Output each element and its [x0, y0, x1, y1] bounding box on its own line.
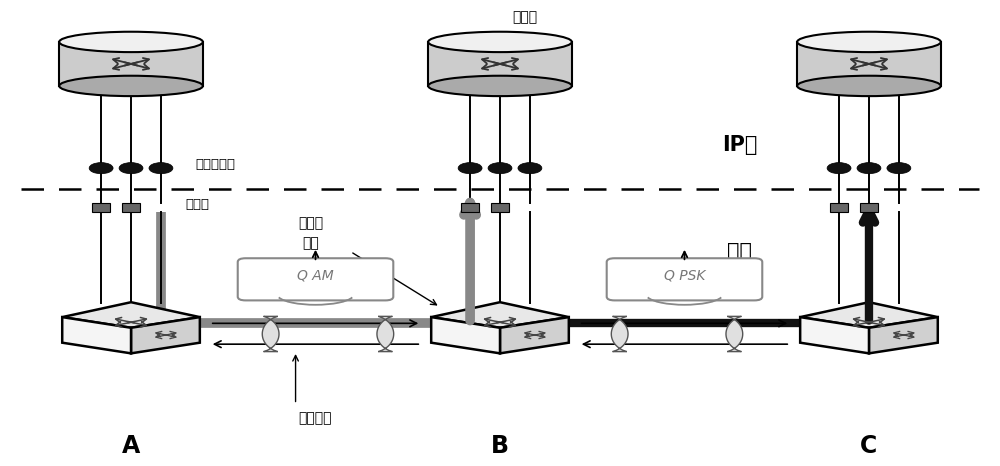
Bar: [59, 42, 203, 86]
Text: 光交叉
互连: 光交叉 互连: [298, 216, 323, 250]
Bar: [491, 203, 509, 212]
Polygon shape: [131, 317, 200, 353]
Ellipse shape: [59, 76, 203, 96]
Text: Q AM: Q AM: [297, 268, 334, 282]
Polygon shape: [62, 317, 131, 353]
Polygon shape: [869, 317, 938, 353]
Text: 光层: 光层: [727, 241, 752, 261]
Bar: [797, 42, 941, 86]
Ellipse shape: [797, 76, 941, 96]
Ellipse shape: [797, 32, 941, 52]
Text: B: B: [491, 434, 509, 458]
Polygon shape: [262, 316, 279, 352]
Circle shape: [149, 163, 173, 174]
Polygon shape: [611, 316, 628, 352]
Circle shape: [887, 163, 911, 174]
Circle shape: [458, 163, 482, 174]
Text: 路由器: 路由器: [512, 11, 537, 25]
Ellipse shape: [428, 32, 572, 52]
Bar: [461, 203, 479, 212]
Circle shape: [518, 163, 542, 174]
Polygon shape: [431, 302, 569, 328]
Text: C: C: [860, 434, 878, 458]
Polygon shape: [500, 317, 569, 353]
Bar: [122, 203, 140, 212]
Circle shape: [89, 163, 113, 174]
Text: IP层: IP层: [722, 135, 757, 155]
Text: 物理链路: 物理链路: [299, 411, 332, 425]
Polygon shape: [726, 316, 743, 352]
Text: Q PSK: Q PSK: [664, 268, 705, 282]
Polygon shape: [800, 302, 938, 328]
FancyBboxPatch shape: [607, 258, 762, 301]
Text: 应答器: 应答器: [186, 198, 210, 211]
FancyBboxPatch shape: [238, 258, 393, 301]
Circle shape: [857, 163, 881, 174]
Polygon shape: [431, 317, 500, 353]
Bar: [860, 203, 878, 212]
Polygon shape: [377, 316, 394, 352]
Text: A: A: [122, 434, 140, 458]
Bar: [92, 203, 110, 212]
Ellipse shape: [428, 76, 572, 96]
Circle shape: [119, 163, 143, 174]
Circle shape: [488, 163, 512, 174]
Bar: [830, 203, 848, 212]
Ellipse shape: [59, 32, 203, 52]
Bar: [428, 42, 572, 86]
Polygon shape: [800, 317, 869, 353]
Text: 路由器端口: 路由器端口: [196, 158, 236, 171]
Polygon shape: [62, 302, 200, 328]
Circle shape: [827, 163, 851, 174]
